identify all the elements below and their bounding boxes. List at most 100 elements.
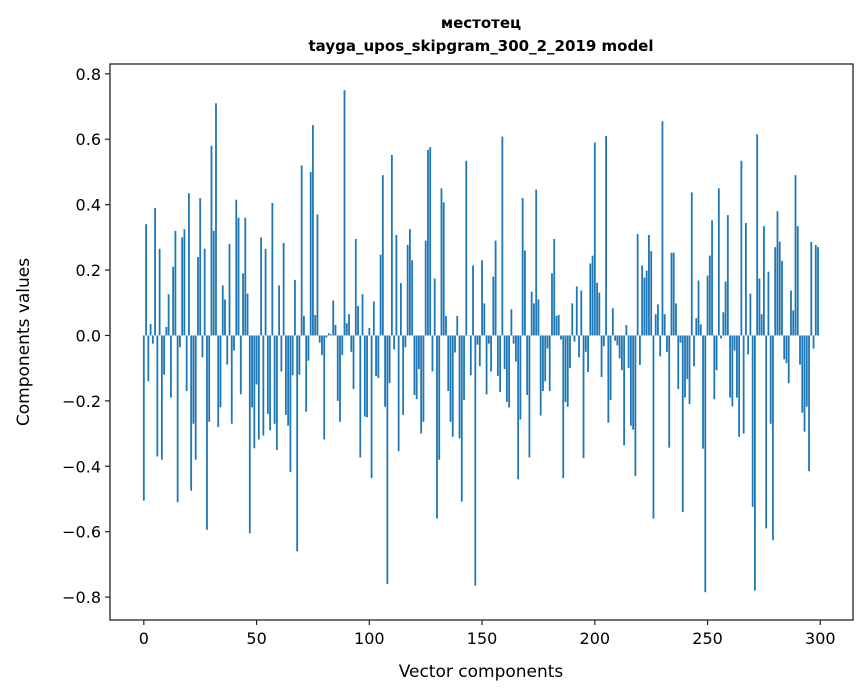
bar-component-31 <box>212 230 215 336</box>
bar-component-139 <box>456 315 459 336</box>
x-tick-label: 100 <box>354 629 385 648</box>
bar-component-113 <box>397 335 400 452</box>
bar-component-226 <box>652 335 655 519</box>
bar-component-143 <box>465 160 468 336</box>
bar-component-155 <box>492 276 495 336</box>
bar-component-140 <box>458 335 461 439</box>
bar-component-54 <box>264 248 267 336</box>
bar-component-36 <box>224 299 226 336</box>
y-axis-label: Components values <box>14 258 34 426</box>
bar-component-165 <box>514 335 517 362</box>
bar-component-280 <box>774 247 777 336</box>
bar-component-287 <box>790 290 792 336</box>
bar-component-176 <box>539 335 542 416</box>
bar-component-102 <box>372 301 375 336</box>
bar-component-101 <box>370 335 373 479</box>
bar-component-82 <box>327 333 330 336</box>
bar-component-177 <box>542 335 544 392</box>
chart-title: местотец <box>441 14 521 32</box>
bar-component-37 <box>226 335 229 365</box>
bar-component-164 <box>512 335 515 344</box>
x-tick-label: 150 <box>467 629 498 648</box>
bar-component-51 <box>257 335 260 440</box>
bar-component-291 <box>799 335 801 365</box>
bar-component-110 <box>390 154 393 336</box>
bar-component-201 <box>596 282 598 336</box>
bar-component-13 <box>172 266 175 336</box>
bar-component-107 <box>384 335 387 407</box>
bar-component-2 <box>147 335 150 382</box>
bar-component-60 <box>278 285 281 336</box>
bar-component-9 <box>163 335 166 375</box>
x-axis-label: Vector components <box>399 662 564 682</box>
bar-component-56 <box>269 335 272 431</box>
bar-component-210 <box>616 335 619 346</box>
bar-component-206 <box>607 335 610 423</box>
bar-component-297 <box>812 335 815 349</box>
bar-component-163 <box>510 309 513 336</box>
bar-component-283 <box>781 260 783 336</box>
bar-component-129 <box>433 278 436 336</box>
bar-component-132 <box>440 188 443 336</box>
bar-component-227 <box>654 314 657 336</box>
bar-component-184 <box>557 315 560 336</box>
bar-component-92 <box>350 335 353 352</box>
bar-component-32 <box>215 103 217 336</box>
bar-component-281 <box>776 211 779 336</box>
bar-component-119 <box>411 260 414 336</box>
bar-component-124 <box>422 335 425 422</box>
bar-component-65 <box>289 335 292 473</box>
bar-component-178 <box>544 335 547 382</box>
bar-component-265 <box>740 160 743 336</box>
bar-component-16 <box>179 335 181 348</box>
bar-component-116 <box>404 335 407 348</box>
bar-component-238 <box>679 335 682 343</box>
bar-component-68 <box>296 335 299 552</box>
y-tick-label: −0.8 <box>62 588 101 607</box>
bar-component-80 <box>323 335 326 440</box>
bar-component-38 <box>228 243 231 336</box>
bar-component-17 <box>181 237 184 336</box>
bar-component-158 <box>499 335 502 393</box>
bars-group <box>142 90 819 593</box>
bar-component-262 <box>733 335 736 351</box>
bar-component-87 <box>339 335 341 422</box>
bar-component-20 <box>188 193 190 336</box>
bar-component-136 <box>449 335 452 422</box>
bar-component-175 <box>537 299 540 336</box>
bar-component-115 <box>402 335 405 415</box>
bar-component-211 <box>618 335 621 359</box>
bar-component-179 <box>546 335 549 349</box>
bar-component-229 <box>659 335 662 357</box>
bar-component-33 <box>217 335 220 428</box>
bar-component-66 <box>291 335 294 376</box>
bar-component-23 <box>194 335 197 460</box>
bar-component-239 <box>681 335 684 513</box>
bar-component-130 <box>436 335 438 519</box>
bar-component-278 <box>769 335 772 424</box>
bar-component-228 <box>657 304 659 336</box>
bar-component-282 <box>778 241 781 336</box>
bar-component-62 <box>282 242 285 336</box>
bar-component-192 <box>575 286 578 336</box>
bar-component-157 <box>496 335 499 377</box>
bar-component-290 <box>796 226 799 336</box>
bar-component-61 <box>280 335 283 372</box>
bar-component-189 <box>569 335 571 369</box>
bar-component-67 <box>294 279 296 336</box>
bar-component-135 <box>447 335 450 392</box>
bar-component-218 <box>634 335 637 477</box>
chart-subtitle: tayga_upos_skipgram_300_2_2019 model <box>309 37 654 55</box>
bar-component-202 <box>598 292 601 336</box>
y-tick-label: −0.4 <box>62 457 101 476</box>
bar-component-255 <box>717 188 720 336</box>
bar-component-183 <box>555 315 558 336</box>
bar-component-81 <box>325 335 328 338</box>
bar-component-174 <box>535 189 538 336</box>
bar-component-207 <box>609 335 612 400</box>
bar-component-99 <box>366 335 368 418</box>
bar-component-246 <box>697 280 700 336</box>
bar-component-117 <box>406 244 409 336</box>
bar-component-186 <box>562 335 565 479</box>
bar-component-169 <box>524 250 526 336</box>
